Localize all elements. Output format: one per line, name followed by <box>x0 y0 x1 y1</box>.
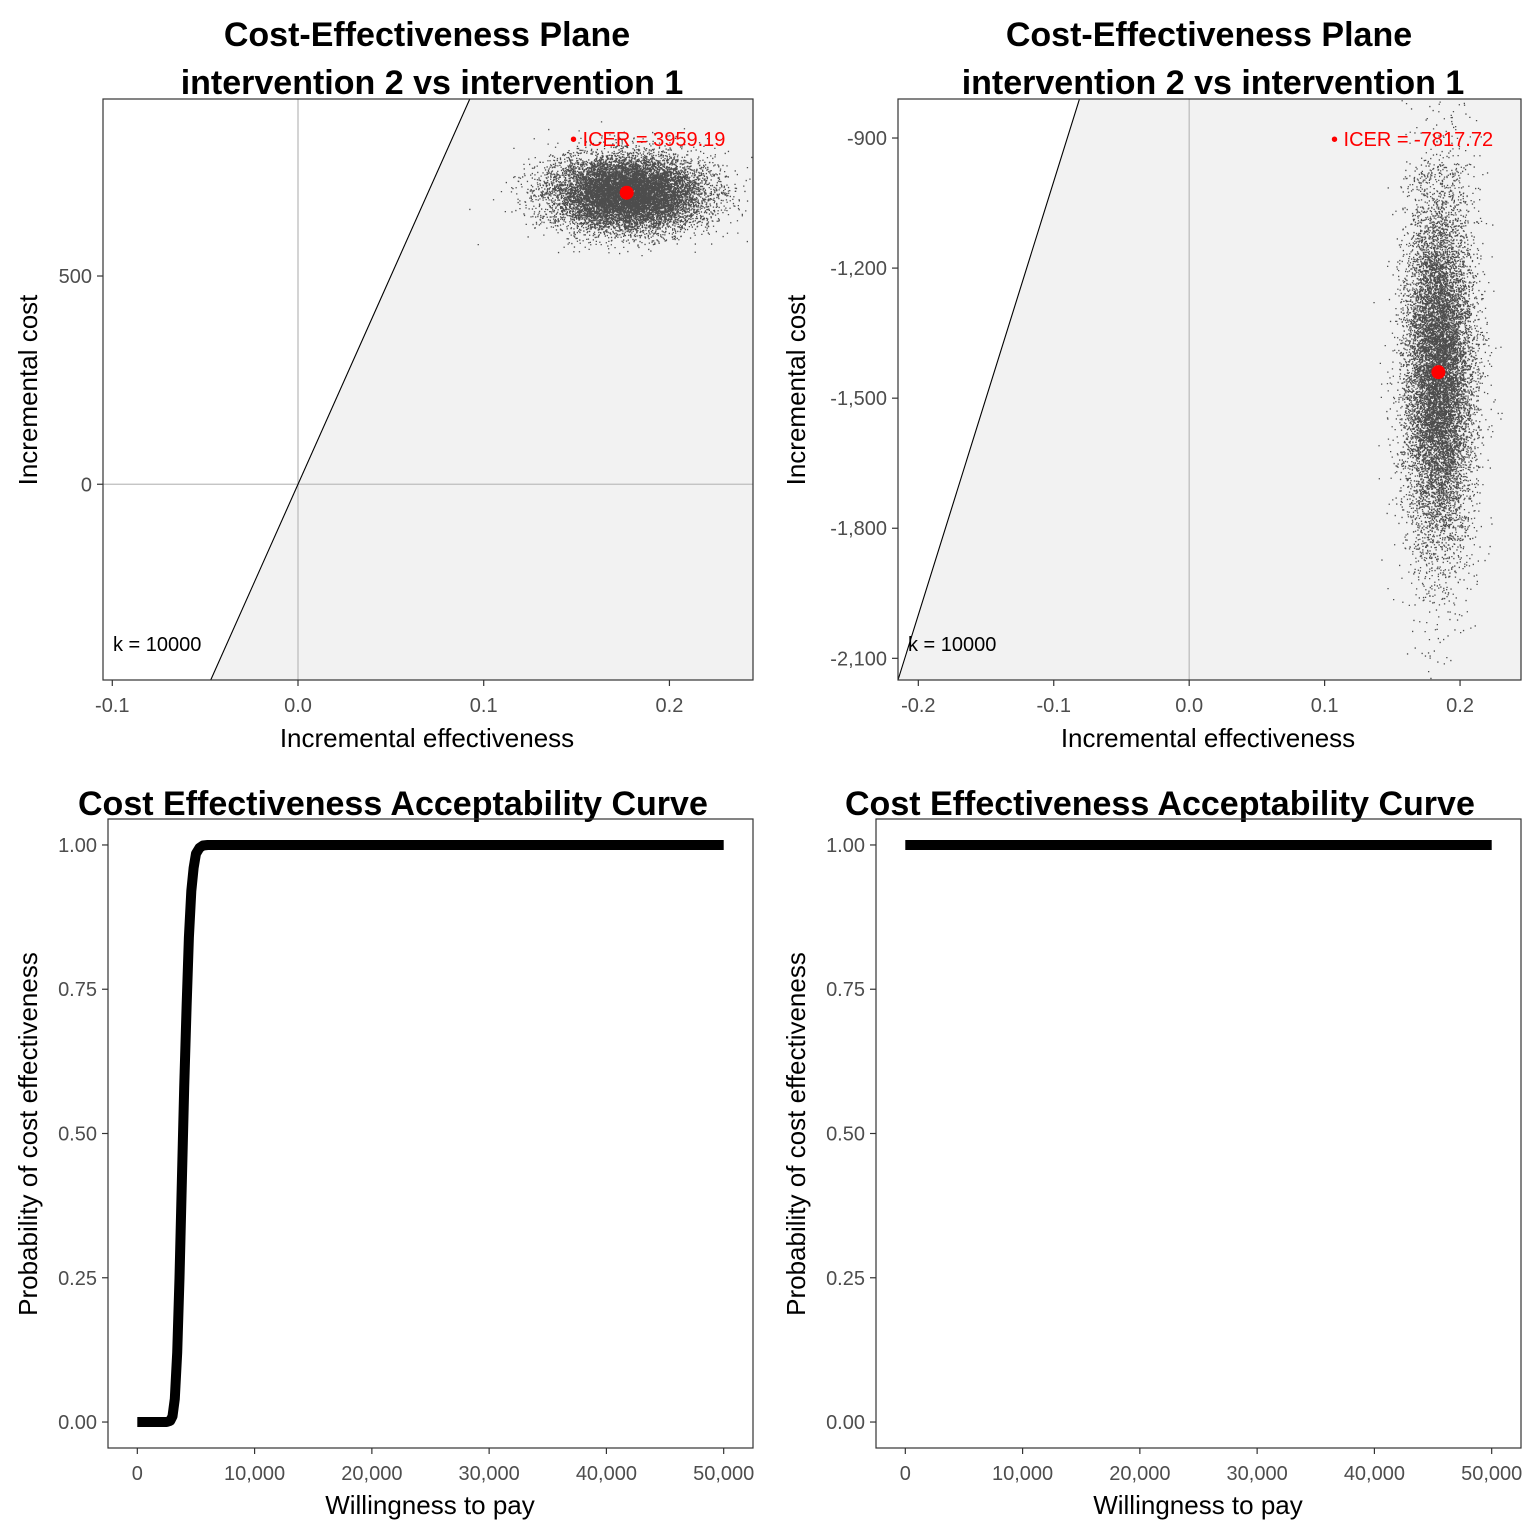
ceac-right-x-tick-label: 30,000 <box>1227 1463 1288 1485</box>
ce-plane-right-y-axis: -900 -1,200 -1,500 -1,800 -2,100 <box>830 128 898 670</box>
ce-plane-left-y-tick-label: 500 <box>59 266 92 288</box>
ce-plane-left-icer-label: • ICER = 3959.19 <box>570 129 725 151</box>
ce-plane-right-title-line-1: Cost-Effectiveness Plane <box>1006 16 1412 54</box>
ceac-left-y-tick-label: 0.00 <box>58 1412 97 1434</box>
ceac-left-x-axis-title: Willingness to pay <box>325 1490 535 1520</box>
ce-plane-right-y-axis-title: Incremental cost <box>781 294 811 486</box>
ce-plane-left-wtp-threshold-line <box>210 98 471 681</box>
ce-plane-right-x-tick-label: 0.1 <box>1311 695 1339 717</box>
ceac-right-y-axis-title: Probability of cost effectiveness <box>781 952 811 1316</box>
ce-plane-left-title-line-1: Cost-Effectiveness Plane <box>224 16 630 54</box>
ce-plane-right-icer-label: • ICER = -7817.72 <box>1331 129 1493 151</box>
ce-plane-left-y-tick-label: 0 <box>81 474 92 496</box>
ce-plane-right-x-axis-title: Incremental effectiveness <box>1061 723 1355 753</box>
ce-plane-left-y-axis-title: Incremental cost <box>13 294 43 486</box>
ce-plane-right: Cost-Effectiveness Plane intervention 2 … <box>781 16 1522 753</box>
ce-plane-left-x-axis-title: Incremental effectiveness <box>280 723 574 753</box>
ce-plane-left-x-tick-label: 0.0 <box>284 695 312 717</box>
ceac-left-x-tick-label: 20,000 <box>341 1463 402 1485</box>
ce-plane-left-mean <box>619 185 634 200</box>
ce-plane-left-ce-region-fill <box>210 99 753 680</box>
ceac-right: Cost Effectiveness Acceptability Curve 0… <box>781 785 1522 1520</box>
ce-plane-right-ce-region-fill <box>898 99 1521 680</box>
ceac-right-y-tick-label: 0.50 <box>826 1124 865 1146</box>
ce-plane-right-y-tick-label: -1,500 <box>830 388 887 410</box>
ceac-left-y-axis: 0.00 0.25 0.50 0.75 1.00 <box>58 835 108 1434</box>
ceac-left-acceptability-line <box>137 840 724 1427</box>
ceac-right-y-tick-label: 0.75 <box>826 979 865 1001</box>
ce-plane-right-y-tick-label: -1,200 <box>830 258 887 280</box>
ce-plane-right-x-tick-label: 0.2 <box>1446 695 1474 717</box>
ceac-right-x-tick-label: 20,000 <box>1109 1463 1170 1485</box>
ceac-right-y-tick-label: 0.25 <box>826 1268 865 1290</box>
ce-plane-right-x-tick-label: -0.2 <box>901 695 935 717</box>
ce-plane-right-y-tick-label: -1,800 <box>830 518 887 540</box>
ce-plane-right-y-tick-label: -2,100 <box>830 648 887 670</box>
ce-plane-left: Cost-Effectiveness Plane intervention 2 … <box>13 16 754 753</box>
ce-plane-right-mean <box>1431 365 1446 380</box>
ce-plane-left-panel-border <box>102 98 754 681</box>
ceac-left-x-tick-label: 30,000 <box>459 1463 520 1485</box>
ce-plane-left-sample-points <box>469 121 753 257</box>
ceac-left-y-tick-label: 0.25 <box>58 1268 97 1290</box>
ce-plane-left-x-tick-label: 0.2 <box>656 695 684 717</box>
ceac-right-y-axis: 0.00 0.25 0.50 0.75 1.00 <box>826 835 876 1434</box>
ceac-left-title-clip <box>768 760 788 840</box>
ceac-right-x-tick-label: 0 <box>900 1463 911 1485</box>
ce-plane-left-k-label: k = 10000 <box>113 634 201 656</box>
ceac-right-x-axis-title: Willingness to pay <box>1093 1490 1303 1520</box>
ceac-left-y-axis-title: Probability of cost effectiveness <box>13 952 43 1316</box>
ce-plane-left-title-line-2: intervention 2 vs intervention 1 <box>181 64 684 102</box>
ceac-left-y-tick-label: 1.00 <box>58 835 97 857</box>
ceac-left-x-axis: 0 10,000 20,000 30,000 40,000 50,000 <box>132 1448 754 1485</box>
ce-plane-left-samples <box>469 121 753 257</box>
ce-plane-left-wtp-line <box>210 98 471 681</box>
ce-plane-left-x-axis: -0.1 0.0 0.1 0.2 <box>95 680 683 717</box>
ceac-right-y-tick-label: 1.00 <box>826 835 865 857</box>
ceac-right-x-tick-label: 40,000 <box>1344 1463 1405 1485</box>
ceac-right-y-tick-label: 0.00 <box>826 1412 865 1434</box>
ce-plane-left-mean-point <box>619 185 634 200</box>
ce-plane-right-wtp-threshold-line <box>897 98 1081 681</box>
ce-plane-right-y-tick-label: -900 <box>847 128 887 150</box>
ce-plane-left-x-tick-label: 0.1 <box>470 695 498 717</box>
ce-plane-right-panel-border <box>897 98 1522 681</box>
ce-plane-right-ce-region <box>898 99 1521 680</box>
ceac-left: Cost Effectiveness Acceptability Curve 0… <box>13 760 788 1520</box>
ceac-right-x-tick-label: 50,000 <box>1461 1463 1522 1485</box>
ceac-left-title: Cost Effectiveness Acceptability Curve <box>78 785 708 823</box>
ce-plane-left-y-axis: 0 500 <box>59 266 103 496</box>
ce-plane-left-zero-lines <box>103 99 753 680</box>
ceac-left-x-tick-label: 40,000 <box>576 1463 637 1485</box>
ceac-right-title: Cost Effectiveness Acceptability Curve <box>845 785 1475 823</box>
ce-plane-right-x-axis: -0.2 -0.1 0.0 0.1 0.2 <box>901 680 1474 717</box>
ceac-right-x-axis: 0 10,000 20,000 30,000 40,000 50,000 <box>900 1448 1522 1485</box>
ce-plane-right-wtp-line <box>897 98 1081 681</box>
ce-plane-right-x-tick-label: 0.0 <box>1175 695 1203 717</box>
ce-plane-left-x-tick-label: -0.1 <box>95 695 129 717</box>
ce-plane-right-x-tick-label: -0.1 <box>1037 695 1071 717</box>
ce-plane-right-k-label: k = 10000 <box>908 634 996 656</box>
ceac-left-x-tick-label: 50,000 <box>693 1463 754 1485</box>
ceac-right-x-tick-label: 10,000 <box>992 1463 1053 1485</box>
ce-plane-right-title-line-2: intervention 2 vs intervention 1 <box>962 64 1465 102</box>
ceac-left-x-tick-label: 10,000 <box>224 1463 285 1485</box>
ceac-left-x-tick-label: 0 <box>132 1463 143 1485</box>
ceac-left-curve <box>137 840 724 1427</box>
ce-plane-right-mean-point <box>1431 365 1446 380</box>
ceac-left-y-tick-label: 0.75 <box>58 979 97 1001</box>
ceac-left-y-tick-label: 0.50 <box>58 1124 97 1146</box>
ce-plane-left-ce-region <box>210 99 753 680</box>
